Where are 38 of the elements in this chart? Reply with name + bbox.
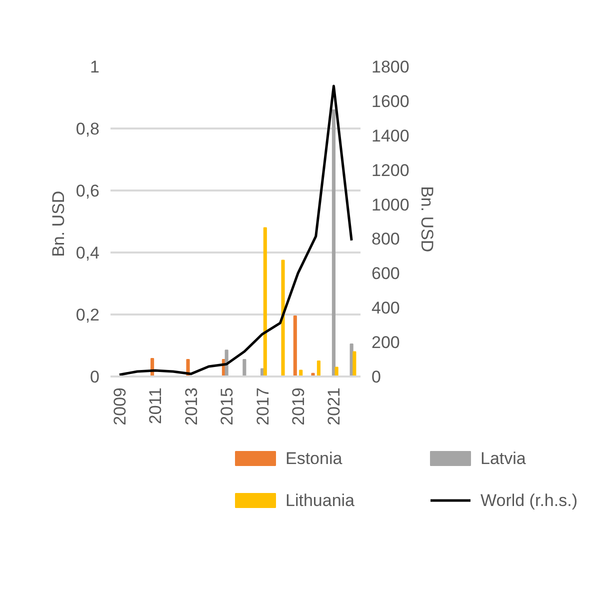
x-tick-label: 2009	[110, 387, 130, 426]
y2-tick-label: 1600	[372, 92, 410, 111]
y2-tick-label: 1000	[372, 195, 410, 214]
line-series	[118, 84, 353, 376]
y2-tick-label: 1400	[372, 126, 410, 146]
y2-tick-label: 400	[372, 298, 400, 318]
legend-label: World (r.h.s.)	[480, 491, 578, 510]
y-tick-label: 0	[90, 368, 100, 386]
y-tick-label: 0,8	[76, 120, 100, 138]
y2-tick-label: 1800	[372, 58, 410, 76]
x-tick-label: 2015	[218, 387, 237, 426]
bar	[352, 351, 356, 376]
bar	[293, 316, 297, 376]
bar	[263, 227, 267, 376]
y2-tick-label: 1200	[372, 160, 410, 180]
x-tick-label: 2019	[289, 387, 308, 426]
legend-label: Latvia	[480, 449, 526, 468]
y-axis-title: Bn. USD	[48, 190, 68, 257]
y2-tick-label: 200	[372, 333, 400, 352]
y2-tick-label: 800	[372, 230, 400, 249]
legend-label: Lithuania	[286, 491, 356, 510]
y2-tick-label: 600	[372, 264, 400, 284]
legend-label: Estonia	[286, 449, 343, 468]
x-tick-label: 2011	[146, 387, 166, 424]
bar	[334, 366, 338, 376]
bar	[316, 360, 320, 376]
y-tick-label: 0,2	[76, 306, 100, 324]
x-tick-label: 2017	[253, 387, 272, 426]
x-tick-label: 2021	[324, 387, 344, 426]
x-tick-label: 2013	[182, 387, 201, 426]
y2-axis-title: Bn. USD	[417, 186, 436, 252]
y2-tick-label: 0	[372, 368, 381, 386]
bar	[281, 260, 285, 376]
bar	[242, 358, 246, 376]
y-tick-label: 1	[90, 58, 100, 76]
bar	[332, 109, 336, 376]
y-tick-label: 0,6	[76, 182, 100, 200]
y-tick-label: 0,4	[76, 244, 100, 262]
